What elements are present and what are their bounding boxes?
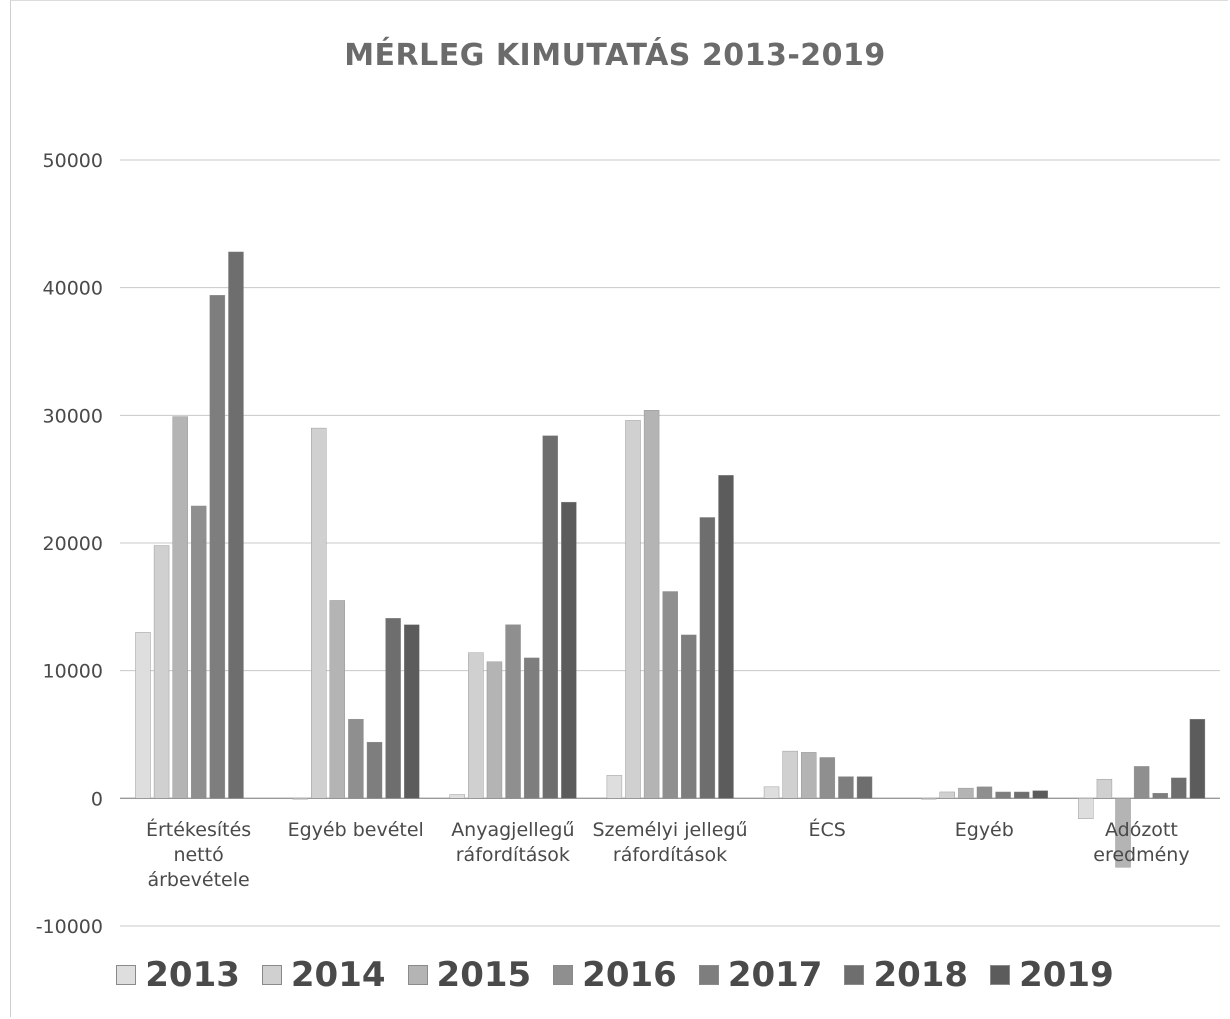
bar [1032, 790, 1048, 799]
y-tick-label: 30000 [43, 405, 103, 427]
bar [523, 657, 540, 799]
legend-label: 2019 [1019, 955, 1114, 995]
legend-label: 2014 [290, 955, 386, 995]
bar [348, 718, 364, 799]
chart-title: MÉRLEG KIMUTATÁS 2013-2019 [344, 38, 886, 73]
bar [191, 505, 207, 799]
bar [939, 791, 955, 799]
bar [172, 416, 188, 799]
bar [643, 410, 660, 799]
bar [1152, 793, 1168, 799]
x-tick-label: Anyagjellegű [451, 819, 574, 841]
legend-item: 2016 [553, 955, 677, 995]
chart-frame [10, 0, 1228, 1017]
bar [329, 600, 346, 799]
bar [662, 591, 678, 799]
bar [311, 427, 327, 799]
legend-swatch [698, 965, 719, 985]
bar [542, 435, 558, 799]
legend-item: 2018 [844, 955, 968, 995]
legend-item: 2013 [116, 955, 240, 995]
x-tick-label: Adózott [1105, 819, 1178, 841]
bar [135, 632, 151, 799]
bar [366, 741, 383, 799]
bar [1171, 777, 1187, 799]
bar [681, 634, 697, 799]
x-tick-label: ráfordítások [456, 844, 570, 866]
x-tick-label: Személyi jellegű [592, 819, 747, 841]
bar [838, 776, 854, 799]
bar [505, 624, 521, 799]
bar [976, 786, 993, 799]
bar [958, 787, 974, 799]
legend-swatch [553, 965, 574, 985]
bar [385, 618, 401, 799]
legend-label: 2013 [145, 955, 240, 995]
bar [625, 420, 641, 799]
y-tick-label: 0 [91, 788, 103, 810]
legend-swatch [261, 965, 282, 985]
bar [920, 798, 937, 800]
bar [1013, 791, 1030, 799]
legend-swatch [116, 965, 137, 985]
bar [1078, 798, 1094, 819]
y-tick-label: 40000 [43, 278, 103, 300]
legend-label: 2015 [436, 955, 532, 995]
legend-label: 2018 [873, 955, 969, 995]
bar [209, 295, 226, 799]
legend-label: 2016 [582, 955, 677, 995]
y-tick-label: -10000 [36, 916, 103, 938]
bar [449, 794, 465, 799]
bar [763, 786, 780, 799]
legend-swatch [844, 965, 865, 985]
x-tick-label: Értékesítés [146, 818, 251, 841]
legend-swatch [990, 965, 1011, 985]
bar [856, 776, 873, 799]
bar [782, 750, 798, 799]
y-tick-label: 10000 [43, 661, 103, 683]
bar [606, 775, 623, 799]
bar [1115, 798, 1131, 868]
bar [468, 652, 484, 799]
bar [801, 752, 817, 799]
legend-item: 2017 [698, 955, 823, 995]
x-tick-label: nettó [173, 844, 223, 866]
bar [699, 517, 716, 799]
legend-swatch [407, 965, 428, 985]
bar [1133, 766, 1150, 799]
legend-label: 2017 [727, 955, 823, 995]
x-tick-label: árbevétele [147, 869, 249, 891]
bar [486, 661, 503, 799]
bar [153, 545, 170, 799]
bar [404, 624, 420, 799]
bar [228, 251, 244, 799]
y-tick-label: 50000 [43, 150, 103, 172]
bar [1189, 718, 1206, 799]
chart-legend: 2013 2014 2015 2016 2017 2018 2019 [0, 955, 1230, 995]
bar [718, 475, 734, 799]
bar [561, 501, 577, 799]
x-tick-label: Egyéb bevétel [288, 819, 424, 841]
bar [292, 798, 308, 800]
x-tick-label: eredmény [1093, 844, 1189, 866]
bar [1096, 778, 1113, 799]
x-tick-label: Egyéb [955, 819, 1014, 841]
x-tick-label: ÉCS [808, 818, 845, 841]
legend-item: 2019 [990, 955, 1114, 995]
x-tick-label: ráfordítások [613, 844, 727, 866]
bar [819, 757, 836, 799]
legend-item: 2014 [261, 955, 386, 995]
legend-item: 2015 [407, 955, 532, 995]
y-tick-label: 20000 [43, 533, 103, 555]
bar [995, 791, 1011, 799]
